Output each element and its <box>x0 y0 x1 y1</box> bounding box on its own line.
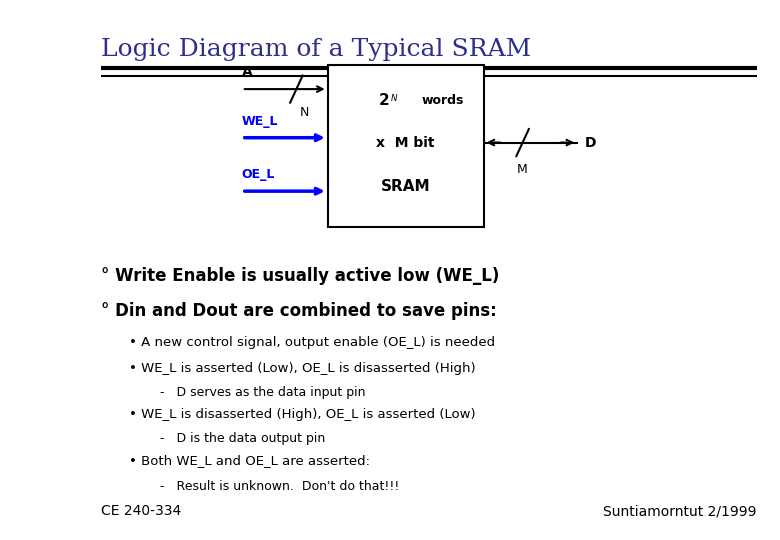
Bar <box>328 65 484 227</box>
Text: M: M <box>517 163 528 176</box>
Text: OE_L: OE_L <box>242 168 275 181</box>
Text: SRAM: SRAM <box>381 179 431 194</box>
Text: -   D is the data output pin: - D is the data output pin <box>160 432 325 445</box>
Text: -   Result is unknown.  Don't do that!!!: - Result is unknown. Don't do that!!! <box>160 480 399 492</box>
Text: • Both WE_L and OE_L are asserted:: • Both WE_L and OE_L are asserted: <box>129 454 370 467</box>
Text: • WE_L is asserted (Low), OE_L is disasserted (High): • WE_L is asserted (Low), OE_L is disass… <box>129 362 475 375</box>
Text: ° Write Enable is usually active low (WE_L): ° Write Enable is usually active low (WE… <box>101 267 500 285</box>
Text: • A new control signal, output enable (OE_L) is needed: • A new control signal, output enable (O… <box>129 336 495 349</box>
Text: Suntiamorntut 2/1999: Suntiamorntut 2/1999 <box>603 504 757 518</box>
Text: ° Din and Dout are combined to save pins:: ° Din and Dout are combined to save pins… <box>101 302 497 320</box>
Text: $^N$: $^N$ <box>390 94 399 107</box>
Text: • WE_L is disasserted (High), OE_L is asserted (Low): • WE_L is disasserted (High), OE_L is as… <box>129 408 475 421</box>
Text: D: D <box>585 136 597 150</box>
Text: 2: 2 <box>379 93 390 108</box>
Text: words: words <box>421 94 463 107</box>
Text: Logic Diagram of a Typical SRAM: Logic Diagram of a Typical SRAM <box>101 38 532 61</box>
Text: N: N <box>300 106 309 119</box>
Text: x  M bit: x M bit <box>377 136 435 150</box>
Text: CE 240-334: CE 240-334 <box>101 504 182 518</box>
Text: WE_L: WE_L <box>242 115 278 128</box>
Text: A: A <box>242 65 253 79</box>
Text: -   D serves as the data input pin: - D serves as the data input pin <box>160 386 365 399</box>
